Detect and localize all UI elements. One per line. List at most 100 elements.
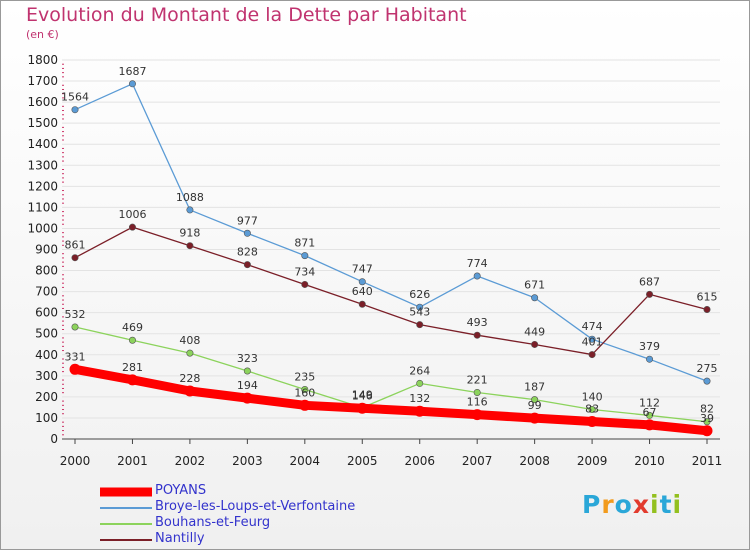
data-label: 83 xyxy=(585,403,599,416)
legend-label: Bouhans-et-Feurg xyxy=(155,515,271,530)
x-tick-label: 2000 xyxy=(60,454,91,468)
y-tick-label: 1500 xyxy=(27,116,58,130)
y-tick-label: 600 xyxy=(35,306,58,320)
data-label: 626 xyxy=(409,288,430,301)
data-point xyxy=(531,396,539,404)
y-tick-label: 900 xyxy=(35,243,58,257)
data-point xyxy=(301,252,309,260)
data-point xyxy=(588,406,596,414)
data-label: 977 xyxy=(237,214,258,227)
logo-letter: i xyxy=(672,490,683,519)
data-point xyxy=(243,261,251,269)
data-point xyxy=(703,306,711,314)
data-label: 408 xyxy=(179,334,200,347)
x-tick-label: 2011 xyxy=(692,454,723,468)
data-label: 734 xyxy=(294,265,315,278)
data-label: 1088 xyxy=(176,191,204,204)
series-lines xyxy=(69,80,713,437)
y-tick-label: 1300 xyxy=(27,158,58,172)
logo-letter: r xyxy=(601,490,615,519)
data-point xyxy=(128,80,136,88)
data-point xyxy=(703,377,711,385)
data-label: 1564 xyxy=(61,91,89,104)
grid xyxy=(62,59,720,419)
data-label: 918 xyxy=(179,227,200,240)
data-point xyxy=(301,280,309,288)
y-tick-label: 1800 xyxy=(27,53,58,67)
y-tick-label: 500 xyxy=(35,327,58,341)
logo-letter: i xyxy=(650,490,660,519)
data-label: 323 xyxy=(237,352,258,365)
y-tick-label: 1400 xyxy=(27,137,58,151)
data-label: 39 xyxy=(700,412,714,425)
legend-swatch xyxy=(100,507,152,509)
x-tick-label: 2009 xyxy=(577,454,608,468)
series-line xyxy=(70,364,712,436)
data-point xyxy=(128,223,136,231)
data-label: 469 xyxy=(122,321,143,334)
x-tick-label: 2010 xyxy=(634,454,665,468)
axes: 0 100 200 300 400 500 600 700 800 900 1000 1100 1200… xyxy=(27,53,722,468)
data-label: 132 xyxy=(409,392,430,405)
chart-unit: (en €) xyxy=(26,28,59,41)
legend-label: Nantilly xyxy=(155,531,205,546)
data-point xyxy=(299,399,311,411)
x-tick-label: 2002 xyxy=(175,454,206,468)
proxiti-logo: Proxiti xyxy=(582,490,682,519)
x-tick-label: 2008 xyxy=(519,454,550,468)
data-point xyxy=(473,331,481,339)
y-tick-label: 1100 xyxy=(27,200,58,214)
legend-swatch xyxy=(100,523,152,525)
data-point xyxy=(529,412,541,424)
data-label: 221 xyxy=(467,373,488,386)
data-label: 112 xyxy=(639,396,660,409)
data-label: 82 xyxy=(700,403,714,416)
data-point xyxy=(356,402,368,414)
data-label: 640 xyxy=(352,285,373,298)
legend-swatch xyxy=(100,487,152,497)
data-label: 281 xyxy=(122,361,143,374)
y-tick-label: 400 xyxy=(35,348,58,362)
y-tick-label: 0 xyxy=(50,432,58,446)
data-label: 149 xyxy=(352,389,373,402)
x-tick-label: 2005 xyxy=(347,454,378,468)
data-point xyxy=(646,355,654,363)
logo-letter: x xyxy=(632,490,650,519)
legend-swatch xyxy=(100,539,152,541)
data-point xyxy=(414,405,426,417)
data-point xyxy=(71,106,79,114)
y-tick-label: 1600 xyxy=(27,95,58,109)
data-label: 449 xyxy=(524,325,545,338)
logo-letter: t xyxy=(659,490,673,519)
data-point xyxy=(473,272,481,280)
data-point xyxy=(358,300,366,308)
y-tick-label: 1000 xyxy=(27,221,58,235)
data-point xyxy=(588,351,596,359)
data-label: 140 xyxy=(582,391,603,404)
series-line xyxy=(74,326,708,423)
x-tick-label: 2003 xyxy=(232,454,263,468)
data-label: 275 xyxy=(697,362,718,375)
data-label: 543 xyxy=(409,306,430,319)
data-label: 264 xyxy=(409,364,430,377)
data-point xyxy=(646,411,654,419)
y-tick-label: 800 xyxy=(35,264,58,278)
legend-label: Broye-les-Loups-et-Verfontaine xyxy=(155,499,356,514)
data-point xyxy=(646,290,654,298)
data-point xyxy=(128,336,136,344)
data-point xyxy=(416,303,424,311)
data-label: 379 xyxy=(639,340,660,353)
data-label: 228 xyxy=(179,372,200,385)
y-tick-label: 1200 xyxy=(27,179,58,193)
data-point xyxy=(701,425,713,437)
data-label: 747 xyxy=(352,263,373,276)
data-label: 774 xyxy=(467,257,488,270)
data-point xyxy=(71,254,79,262)
data-label: 493 xyxy=(467,316,488,329)
data-point xyxy=(416,379,424,387)
y-tick-label: 300 xyxy=(35,369,58,383)
data-label: 474 xyxy=(582,320,603,333)
data-point xyxy=(186,242,194,250)
